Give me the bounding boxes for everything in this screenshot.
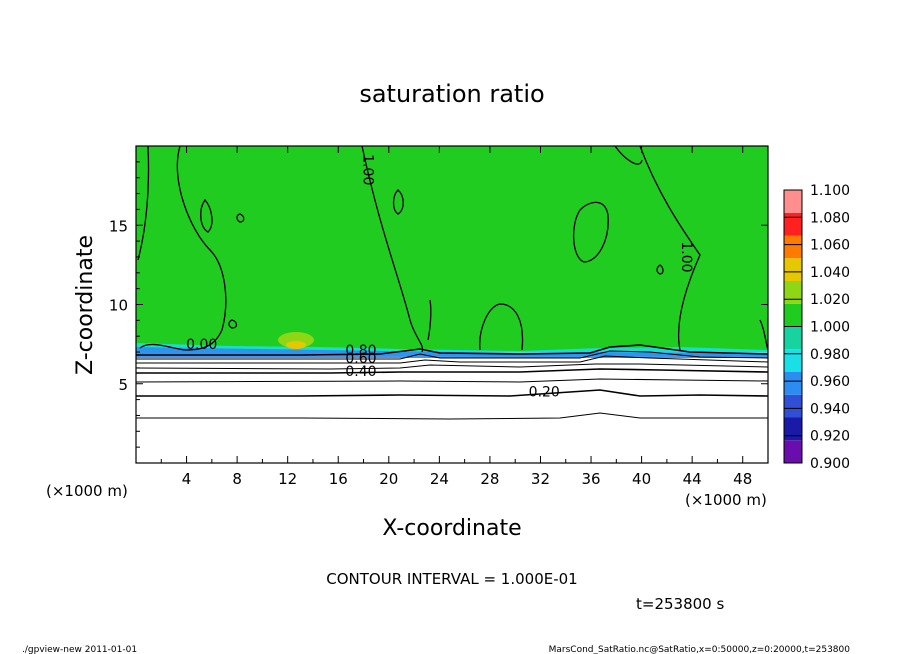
footer-right: MarsCond_SatRatio.nc@SatRatio,x=0:50000,… xyxy=(549,645,851,654)
contour-label: 0.20 xyxy=(529,384,560,400)
x-axis-label: X-coordinate xyxy=(382,516,521,541)
x-axis-ticks: 4 8 12 16 20 24 28 32 36 40 44 48 xyxy=(160,146,752,488)
x-unit-label-left: (×1000 m) xyxy=(46,482,128,500)
colorbar-label: 0.900 xyxy=(810,456,850,472)
colorbar-label: 0.940 xyxy=(810,401,850,417)
supersaturated-core xyxy=(286,341,306,349)
colorbar-swatch xyxy=(784,190,802,213)
colorbar-label: 1.080 xyxy=(810,210,850,226)
contour-labels: 1.00 1.00 0.00 0.800.600.40 0.20 xyxy=(186,154,694,400)
y-tick-label: 15 xyxy=(109,217,128,235)
x-tick-label: 20 xyxy=(379,470,398,488)
x-tick-label: 8 xyxy=(232,470,242,488)
colorbar: 0.900 0.920 0.940 0.960 0.980 1.000 1.020 1.040… xyxy=(783,183,850,472)
colorbar-label: 1.060 xyxy=(810,238,850,254)
x-tick-label: 48 xyxy=(733,470,752,488)
colorbar-swatch xyxy=(784,349,802,372)
colorbar-swatch xyxy=(784,303,802,327)
x-unit-label-right: (×1000 m) xyxy=(685,491,767,509)
colorbar-swatch xyxy=(784,372,802,395)
contour-label: 0.40 xyxy=(345,364,376,380)
colorbar-swatch xyxy=(784,212,802,236)
x-tick-label: 16 xyxy=(329,470,348,488)
colorbar-swatch xyxy=(784,326,802,350)
x-tick-label: 44 xyxy=(683,470,702,488)
y-axis-label: Z-coordinate xyxy=(73,235,98,375)
contour-lines-upper xyxy=(137,146,768,353)
time-label: t=253800 s xyxy=(636,595,724,613)
plot-field xyxy=(136,146,768,463)
colorbar-swatch xyxy=(784,281,802,304)
x-tick-label: 28 xyxy=(480,470,499,488)
colorbar-label: 0.960 xyxy=(810,374,850,390)
y-tick-label: 10 xyxy=(109,297,128,315)
colorbar-label: 1.040 xyxy=(810,265,850,281)
y-tick-label: 5 xyxy=(118,376,128,394)
colorbar-label: 0.920 xyxy=(810,429,850,445)
x-tick-label: 36 xyxy=(581,470,600,488)
contour-label: 0.60 xyxy=(345,351,376,367)
colorbar-label: 1.020 xyxy=(810,292,850,308)
colorbar-swatch xyxy=(784,235,802,259)
contour-label: 1.00 xyxy=(678,241,694,272)
colorbar-label: 1.100 xyxy=(810,183,850,199)
footer-left: ./gpview-new 2011-01-01 xyxy=(22,645,137,654)
contour-interval-label: CONTOUR INTERVAL = 1.000E-01 xyxy=(326,570,577,588)
x-tick-label: 40 xyxy=(632,470,651,488)
x-tick-label: 12 xyxy=(278,470,297,488)
contour-lines-lower xyxy=(136,344,768,420)
colorbar-swatch xyxy=(784,440,802,463)
contour-label: 0.80 xyxy=(345,343,376,359)
contour-label: 1.00 xyxy=(360,154,376,185)
colorbar-label: 1.000 xyxy=(810,320,850,336)
chart-title: saturation ratio xyxy=(359,80,544,108)
colorbar-swatch xyxy=(784,258,802,281)
x-tick-label: 24 xyxy=(430,470,449,488)
colorbar-swatch xyxy=(784,394,802,418)
contour-label: 0.00 xyxy=(186,337,217,353)
y-axis-ticks: 5 10 15 xyxy=(109,161,768,448)
colorbar-swatch xyxy=(784,417,802,441)
x-tick-label: 4 xyxy=(182,470,192,488)
colorbar-label: 0.980 xyxy=(810,347,850,363)
x-tick-label: 32 xyxy=(531,470,550,488)
